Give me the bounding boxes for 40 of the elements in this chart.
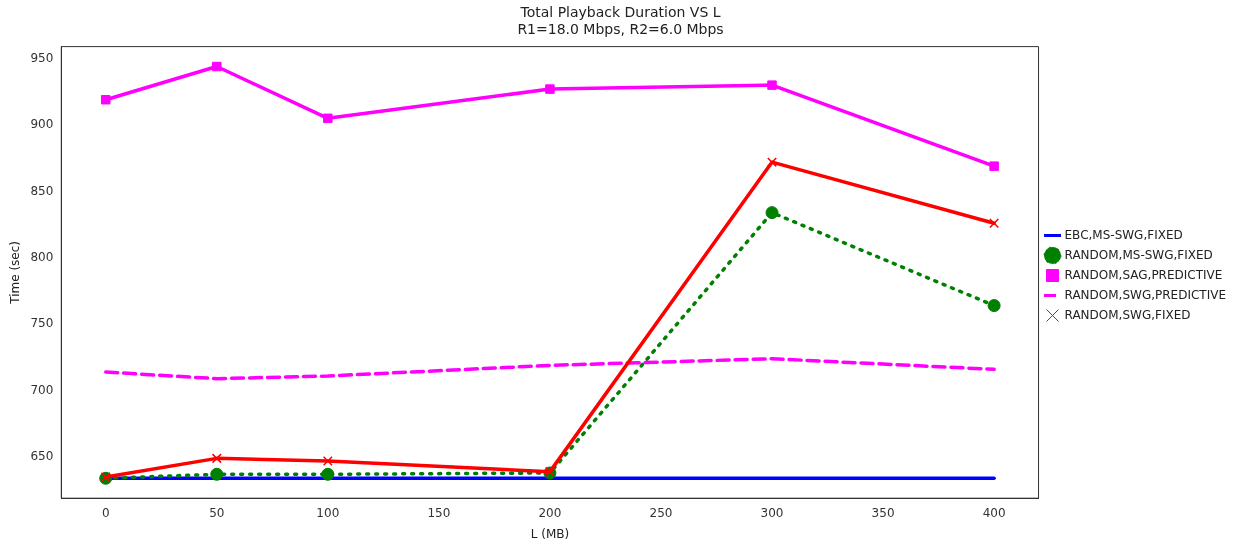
legend-label: RANDOM,SWG,FIXED — [1064, 307, 1191, 322]
x-tick-label: 50 — [209, 505, 225, 520]
x-tick-label: 300 — [760, 505, 784, 520]
point — [767, 80, 777, 90]
chart-subtitle: R1=18.0 Mbps, R2=6.0 Mbps — [517, 20, 724, 37]
point — [989, 161, 999, 171]
y-tick-label: 750 — [30, 316, 54, 331]
y-tick-label: 950 — [30, 50, 54, 65]
x-axis-title: L (MB) — [530, 526, 570, 541]
point — [321, 467, 335, 481]
x-tick-label: 200 — [538, 505, 562, 520]
point — [989, 218, 1000, 229]
point — [322, 456, 333, 466]
x-tick-label: 100 — [316, 505, 340, 520]
legend-label: RANDOM,SAG,PREDICTIVE — [1064, 267, 1223, 282]
point — [211, 453, 222, 464]
y-tick-label: 800 — [30, 249, 54, 264]
y-tick-label: 850 — [30, 183, 54, 198]
point — [210, 467, 224, 481]
x-tick-label: 350 — [871, 505, 895, 520]
x-tick-label: 0 — [101, 505, 110, 520]
y-tick-label: 700 — [30, 382, 54, 397]
x-tick-label: 400 — [982, 505, 1006, 520]
point — [545, 84, 555, 94]
y-axis-title: Time (sec) — [8, 241, 23, 305]
line-series — [103, 356, 996, 381]
chart-title: Total Playback Duration VS L — [519, 4, 721, 21]
point — [100, 94, 111, 105]
x-tick-label: 150 — [427, 505, 451, 520]
point — [212, 61, 222, 72]
point — [767, 157, 778, 168]
point — [765, 206, 779, 220]
legend-label: EBC,MS-SWG,FIXED — [1064, 227, 1183, 242]
y-tick-label: 650 — [30, 449, 54, 464]
legend-label: RANDOM,SWG,PREDICTIVE — [1064, 287, 1227, 302]
x-tick-label: 250 — [649, 505, 673, 520]
legend-label: RANDOM,MS-SWG,FIXED — [1064, 247, 1213, 262]
point — [987, 299, 1001, 313]
point — [323, 113, 333, 124]
y-tick-label: 900 — [30, 117, 54, 132]
